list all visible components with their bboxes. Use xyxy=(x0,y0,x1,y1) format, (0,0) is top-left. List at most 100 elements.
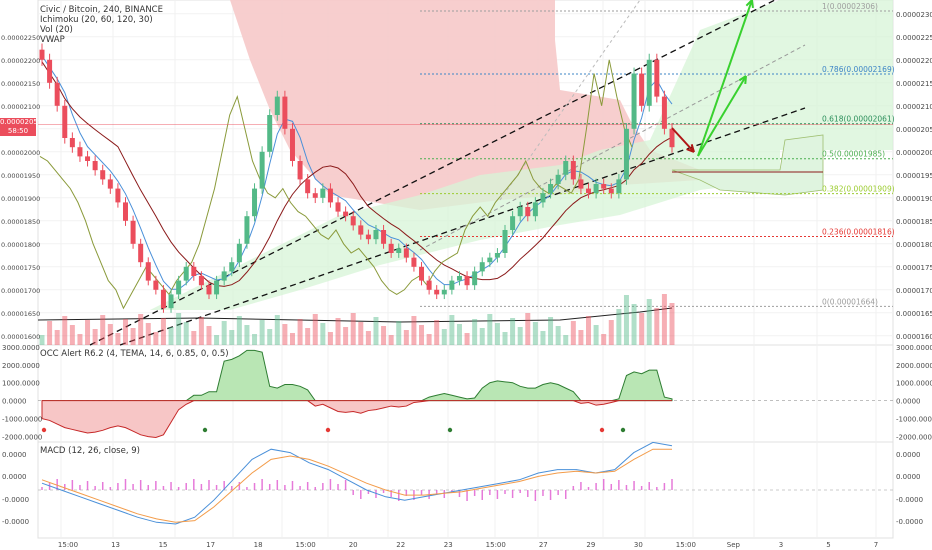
y-tick-label: 0.00001850 xyxy=(896,218,932,226)
macd-line xyxy=(41,441,673,525)
projection-arrows xyxy=(671,0,754,157)
candle xyxy=(92,161,98,171)
volume-bar xyxy=(631,304,637,345)
candle xyxy=(54,82,60,106)
candle xyxy=(358,225,364,235)
volume-bar xyxy=(646,299,652,345)
candle xyxy=(327,188,333,203)
candle xyxy=(434,289,440,295)
y-tick-label-left: 0.00002150 xyxy=(1,80,40,88)
candle xyxy=(381,230,387,244)
fib-label-0.236: 0.236(0.00001816) xyxy=(822,227,895,236)
candle xyxy=(388,243,394,253)
y-tick-label-left: 0.00001650 xyxy=(1,310,40,318)
candle xyxy=(661,96,667,129)
candle xyxy=(517,207,523,217)
y-tick-label: 0.00001800 xyxy=(896,241,932,249)
candle xyxy=(289,128,295,161)
volume-bar xyxy=(411,316,417,345)
volume-bar xyxy=(244,325,250,345)
volume-bar xyxy=(39,335,45,345)
y-tick-label-left: 0.00002000 xyxy=(1,149,40,157)
volume-bar xyxy=(426,334,432,345)
y-tick-label-left: 0.00002200 xyxy=(1,57,40,65)
y-tick-label: 0.00001950 xyxy=(896,172,932,180)
volume-bar xyxy=(555,326,561,345)
volume-bar xyxy=(206,326,212,345)
last-price-badge: 0.00002059 58:50 xyxy=(0,118,42,136)
volume-bar xyxy=(252,334,258,345)
candle xyxy=(320,188,326,198)
volume-bar xyxy=(472,319,478,345)
x-tick-label: 18 xyxy=(254,541,263,549)
volume-bar xyxy=(259,320,265,345)
candle xyxy=(411,257,417,267)
volume-bar xyxy=(403,330,409,345)
volume-bar xyxy=(601,334,607,345)
volume-bar xyxy=(236,316,242,345)
candle xyxy=(464,276,470,286)
candle-countdown: 58:50 xyxy=(7,127,29,135)
volume-bar xyxy=(191,331,197,345)
indicator-vwap[interactable]: VWAP xyxy=(40,35,65,45)
candle xyxy=(236,243,242,263)
candle xyxy=(646,59,652,106)
y-tick-label: 0.00002250 xyxy=(896,34,932,42)
occ-y-tick-label: 0.0000 xyxy=(896,398,921,406)
arrow-up-long xyxy=(697,0,753,157)
candle xyxy=(456,276,462,281)
symbol-title[interactable]: Civic / Bitcoin, 240, BINANCE xyxy=(40,5,163,15)
volume-bar xyxy=(456,324,462,345)
candle xyxy=(176,280,182,295)
indicator-ichimoku[interactable]: Ichimoku (20, 60, 120, 30) xyxy=(40,15,153,25)
volume-bar xyxy=(608,320,614,345)
candle xyxy=(39,49,45,60)
volume-bar xyxy=(274,315,280,345)
candles xyxy=(39,43,675,313)
occ-alert-dot xyxy=(620,427,626,433)
candle xyxy=(305,179,311,194)
candle xyxy=(259,151,265,189)
channel-upper xyxy=(89,0,776,346)
signal-line xyxy=(41,448,672,523)
candle xyxy=(654,59,660,97)
volume-bar xyxy=(517,327,523,345)
candle xyxy=(365,234,371,240)
volume-bar xyxy=(183,322,189,345)
volume-bar xyxy=(69,325,75,345)
x-tick-label: Sep xyxy=(727,541,741,549)
volume-bar xyxy=(335,318,341,345)
macd-legend[interactable]: MACD (12, 26, close, 9) xyxy=(40,446,140,456)
x-tick-label: 29 xyxy=(586,541,595,549)
occ-y-tick-label: 3000.0000 xyxy=(896,344,932,352)
volume-bar xyxy=(160,318,166,345)
y-tick-label: 0.00001600 xyxy=(896,333,932,341)
volume-bar xyxy=(145,323,151,345)
occ-legend[interactable]: OCC Alert R6.2 (4, TEMA, 14, 6, 0.85, 0,… xyxy=(40,349,229,359)
volume-bar xyxy=(47,321,53,345)
volume-bar xyxy=(502,332,508,345)
x-tick-label: 30 xyxy=(634,541,643,549)
volume-bar xyxy=(229,330,235,345)
candle xyxy=(335,202,341,212)
volume-bar xyxy=(312,314,318,345)
candle xyxy=(494,253,500,258)
candle xyxy=(122,202,128,221)
candle xyxy=(608,188,614,194)
indicator-volume[interactable]: Vol (20) xyxy=(40,25,73,35)
candle xyxy=(282,96,288,129)
volume-bar xyxy=(221,321,227,345)
x-tick-label: 3 xyxy=(779,541,783,549)
occ-y-tick-label-left: 2000.0000 xyxy=(2,362,40,370)
candle xyxy=(540,193,546,203)
candle xyxy=(472,271,478,286)
y-tick-label-left: 0.00001750 xyxy=(1,264,40,272)
volume-bar xyxy=(441,329,447,345)
occ-alert-dot xyxy=(325,427,331,433)
x-tick-label: 23 xyxy=(444,541,453,549)
candle xyxy=(107,179,113,189)
candle xyxy=(145,262,151,281)
